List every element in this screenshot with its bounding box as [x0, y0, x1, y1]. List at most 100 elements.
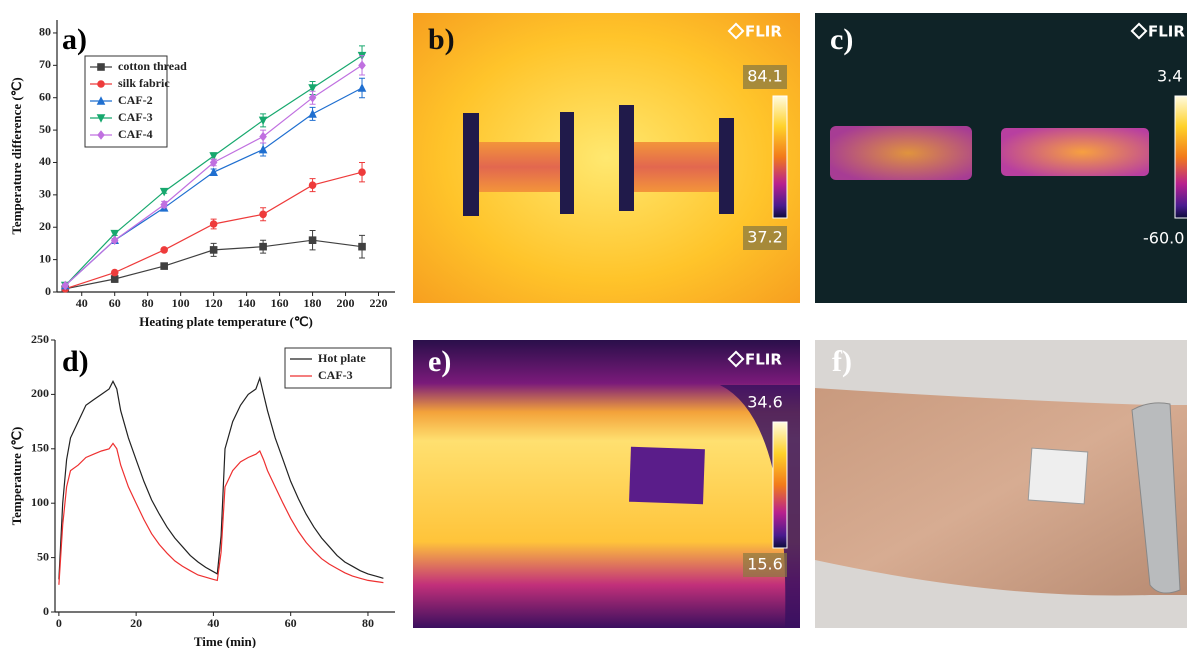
scale-max: 84.1: [747, 67, 783, 86]
marker: [358, 243, 366, 251]
legend-label: silk fabric: [118, 76, 170, 90]
marker: [210, 246, 218, 254]
photo-f: f): [815, 340, 1187, 628]
marker: [259, 210, 267, 218]
logo: FLIR: [745, 23, 782, 41]
panel-label: a): [62, 23, 87, 56]
marker: [209, 167, 218, 176]
y-tick-label: 70: [39, 57, 51, 71]
marker: [259, 145, 268, 154]
sample: [1001, 128, 1149, 176]
x-tick-label: 20: [130, 616, 142, 630]
x-tick-label: 140: [238, 296, 256, 310]
sample: [629, 447, 705, 505]
x-tick-label: 0: [56, 616, 62, 630]
y-tick-label: 0: [43, 604, 49, 618]
legend-label: CAF-3: [318, 368, 353, 382]
y-tick-label: 20: [39, 219, 51, 233]
y-tick-label: 10: [39, 251, 51, 265]
x-axis-title: Heating plate temperature (℃): [139, 314, 313, 329]
photo-e: e) FLIR 34.6 15.6: [413, 340, 800, 628]
panel-label: f): [832, 345, 852, 378]
x-tick-label: 40: [207, 616, 219, 630]
y-tick-label: 80: [39, 25, 51, 39]
legend-label: Hot plate: [318, 351, 366, 365]
clip: [719, 118, 734, 214]
panel-a: a): [62, 23, 87, 56]
sample: [625, 142, 725, 192]
y-tick-label: 200: [31, 386, 49, 400]
marker: [259, 117, 268, 126]
scale-min: -60.0: [1143, 229, 1184, 248]
marker: [111, 269, 119, 277]
x-tick-label: 80: [142, 296, 154, 310]
legend-label: CAF-4: [118, 127, 153, 141]
y-axis-title: Temperature difference (℃): [9, 77, 24, 234]
arm: [815, 388, 1187, 596]
photo-b: b) FLIR 84.1 37.2: [413, 13, 800, 303]
legend-label: cotton thread: [118, 59, 187, 73]
clip: [463, 113, 479, 216]
x-tick-label: 80: [362, 616, 374, 630]
marker: [210, 220, 218, 228]
marker: [259, 132, 267, 142]
marker: [358, 61, 366, 71]
y-tick-label: 30: [39, 187, 51, 201]
marker: [309, 181, 317, 189]
sample: [1028, 448, 1087, 504]
marker: [309, 236, 317, 244]
sample: [470, 142, 570, 192]
y-tick-label: 60: [39, 89, 51, 103]
marker: [111, 275, 119, 283]
clip: [619, 105, 634, 211]
legend-label: CAF-3: [118, 110, 153, 124]
panel-label: b): [428, 23, 455, 56]
y-tick-label: 250: [31, 332, 49, 346]
x-tick-label: 180: [304, 296, 322, 310]
scale-min: 37.2: [747, 228, 783, 247]
x-tick-label: 60: [285, 616, 297, 630]
y-tick-label: 0: [45, 284, 51, 298]
figure: a) d) b) FLIR 84.1 37.2 c) FLIR 3.4 -60.…: [0, 0, 1187, 648]
marker: [259, 243, 267, 251]
logo: FLIR: [1148, 23, 1185, 41]
x-tick-label: 200: [337, 296, 355, 310]
scale-min: 15.6: [747, 555, 783, 574]
y-tick-label: 40: [39, 154, 51, 168]
series-line: [59, 443, 384, 584]
legend-marker: [97, 63, 105, 71]
scale-max: 34.6: [747, 393, 783, 412]
logo: FLIR: [745, 351, 782, 369]
x-axis-title: Time (min): [194, 634, 256, 648]
panel-label: e): [428, 345, 451, 378]
x-tick-label: 60: [109, 296, 121, 310]
clip: [560, 112, 574, 214]
color-bar: [773, 422, 787, 548]
legend-marker: [97, 80, 105, 88]
x-tick-label: 100: [172, 296, 190, 310]
y-axis-title: Temperature (℃): [9, 427, 24, 526]
y-tick-label: 50: [39, 122, 51, 136]
color-bar: [1175, 96, 1187, 218]
y-tick-label: 50: [37, 549, 49, 563]
panel-label: d): [62, 345, 89, 378]
marker: [308, 109, 317, 118]
y-tick-label: 150: [31, 441, 49, 455]
marker: [160, 246, 168, 254]
marker: [160, 262, 168, 270]
scale-max: 3.4: [1157, 67, 1182, 86]
marker: [358, 83, 367, 92]
series-line: [65, 172, 362, 289]
x-tick-label: 220: [370, 296, 388, 310]
y-tick-label: 100: [31, 495, 49, 509]
x-tick-label: 40: [76, 296, 88, 310]
color-bar: [773, 96, 787, 218]
panel-label: c): [830, 23, 853, 56]
legend-label: CAF-2: [118, 93, 153, 107]
marker: [160, 188, 169, 197]
photo-c: c) FLIR 3.4 -60.0: [815, 13, 1187, 303]
panel-d: d): [62, 345, 89, 378]
x-tick-label: 120: [205, 296, 223, 310]
marker: [358, 168, 366, 176]
thermal-image: [413, 340, 800, 628]
